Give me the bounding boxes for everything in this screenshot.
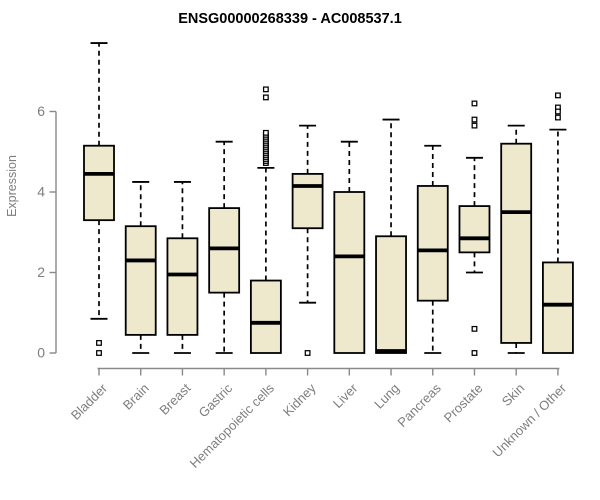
x-category-label: Unknown / Other xyxy=(489,380,569,460)
x-category-label: Skin xyxy=(499,381,527,409)
box-group xyxy=(333,140,366,354)
iqr-box xyxy=(166,237,199,336)
box-group xyxy=(458,100,491,356)
x-category-label: Brain xyxy=(120,381,152,413)
box-group xyxy=(291,124,324,356)
y-tick-label: 6 xyxy=(37,103,45,119)
x-category-label: Pancreas xyxy=(394,380,444,430)
iqr-box xyxy=(124,225,157,336)
x-category-label: Kidney xyxy=(280,380,319,419)
x-category-label: Breast xyxy=(156,380,193,417)
outlier-point xyxy=(96,340,102,346)
y-tick-label: 0 xyxy=(37,345,45,361)
x-category-label: Lung xyxy=(371,381,402,412)
box-group xyxy=(542,92,574,354)
outlier-point xyxy=(304,350,311,356)
outlier-point xyxy=(262,86,269,93)
outlier-point xyxy=(554,114,561,121)
x-category-label: Gastric xyxy=(196,380,236,420)
x-category-label: Bladder xyxy=(68,380,111,423)
y-tick-label: 2 xyxy=(37,264,45,280)
iqr-box xyxy=(333,191,366,354)
outlier-point xyxy=(471,122,478,129)
iqr-box xyxy=(83,144,115,222)
outlier-point xyxy=(554,108,561,115)
y-tick-label: 4 xyxy=(37,184,45,200)
iqr-box xyxy=(416,185,449,302)
outlier-point xyxy=(262,94,269,101)
box-group xyxy=(83,42,115,356)
iqr-box xyxy=(291,172,324,230)
box-group xyxy=(416,144,449,354)
box-group xyxy=(124,181,157,354)
box-group xyxy=(166,181,199,354)
iqr-box xyxy=(542,261,574,354)
outlier-point xyxy=(554,92,561,99)
boxplot-series xyxy=(83,42,574,356)
outlier-point xyxy=(471,325,478,332)
box-group xyxy=(500,124,533,354)
iqr-box xyxy=(375,235,407,354)
outlier-point xyxy=(471,350,478,356)
outlier-point xyxy=(471,100,478,107)
box-group xyxy=(208,140,241,354)
x-category-label: Prostate xyxy=(441,381,486,426)
outlier-point xyxy=(96,350,102,356)
iqr-box xyxy=(458,205,491,254)
outlier-point xyxy=(471,116,478,123)
iqr-box xyxy=(249,279,282,354)
box-group xyxy=(249,86,282,354)
box-group xyxy=(375,118,407,354)
chart-title: ENSG00000268339 - AC008537.1 xyxy=(178,11,402,27)
x-category-label: Liver xyxy=(330,380,361,411)
y-axis-label: Expression xyxy=(5,155,19,217)
iqr-box xyxy=(500,142,533,344)
outlier-point xyxy=(262,129,269,136)
iqr-box xyxy=(208,207,241,294)
